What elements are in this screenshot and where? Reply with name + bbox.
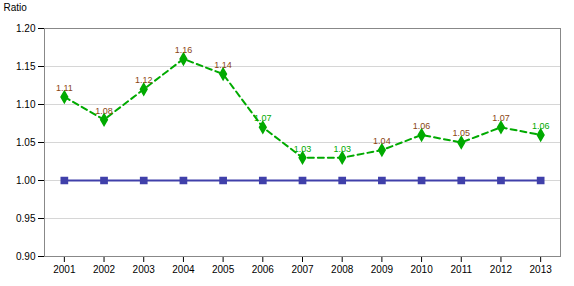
svg-text:Ratio: Ratio bbox=[4, 2, 28, 13]
svg-text:1.11: 1.11 bbox=[56, 83, 73, 93]
svg-text:1.15: 1.15 bbox=[16, 61, 36, 72]
svg-text:0.90: 0.90 bbox=[16, 251, 36, 262]
svg-text:1.08: 1.08 bbox=[95, 106, 113, 116]
svg-text:1.14: 1.14 bbox=[214, 60, 232, 70]
svg-text:1.12: 1.12 bbox=[135, 75, 153, 85]
svg-text:1.03: 1.03 bbox=[294, 144, 312, 154]
svg-text:0.95: 0.95 bbox=[16, 213, 36, 224]
svg-text:1.07: 1.07 bbox=[254, 113, 272, 123]
svg-text:2013: 2013 bbox=[530, 264, 553, 275]
svg-text:2006: 2006 bbox=[252, 264, 275, 275]
svg-text:2007: 2007 bbox=[291, 264, 314, 275]
svg-text:1.06: 1.06 bbox=[532, 121, 550, 131]
svg-text:2009: 2009 bbox=[371, 264, 394, 275]
svg-text:2008: 2008 bbox=[331, 264, 354, 275]
svg-text:2012: 2012 bbox=[490, 264, 513, 275]
svg-text:2004: 2004 bbox=[172, 264, 195, 275]
svg-text:1.06: 1.06 bbox=[413, 121, 431, 131]
svg-text:2002: 2002 bbox=[93, 264, 116, 275]
svg-text:2003: 2003 bbox=[133, 264, 156, 275]
svg-text:2010: 2010 bbox=[410, 264, 433, 275]
svg-text:1.05: 1.05 bbox=[16, 137, 36, 148]
svg-text:1.04: 1.04 bbox=[373, 136, 391, 146]
svg-text:1.00: 1.00 bbox=[16, 175, 36, 186]
svg-text:2011: 2011 bbox=[451, 264, 473, 275]
svg-text:1.03: 1.03 bbox=[333, 144, 351, 154]
svg-text:1.07: 1.07 bbox=[492, 113, 510, 123]
svg-text:2001: 2001 bbox=[53, 264, 76, 275]
svg-text:1.20: 1.20 bbox=[16, 23, 36, 34]
svg-text:1.16: 1.16 bbox=[175, 45, 193, 55]
svg-text:1.05: 1.05 bbox=[453, 128, 471, 138]
svg-text:2005: 2005 bbox=[212, 264, 235, 275]
svg-text:1.10: 1.10 bbox=[16, 99, 36, 110]
